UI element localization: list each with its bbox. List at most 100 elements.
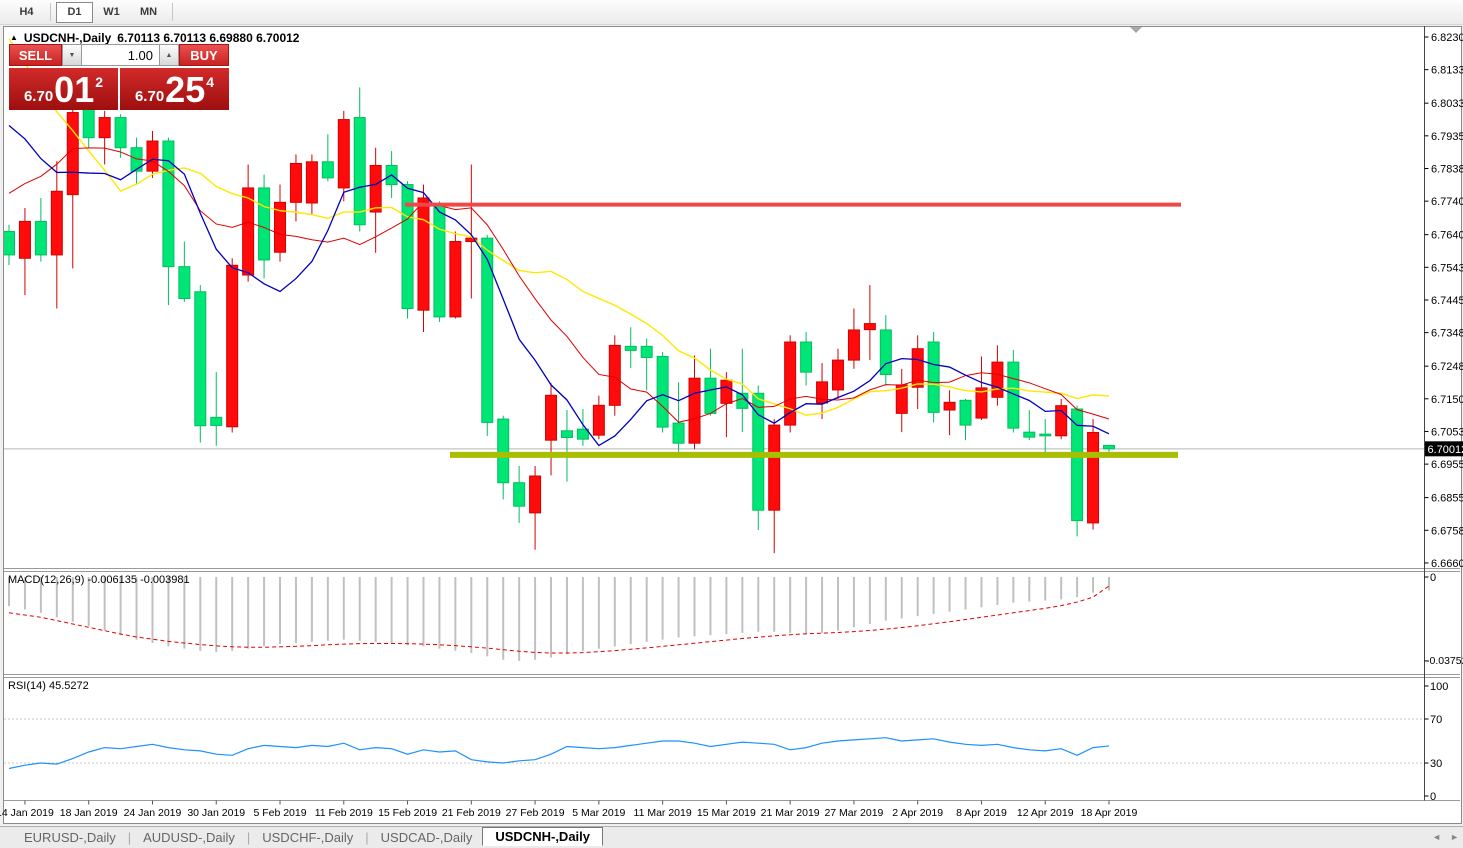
price-axis-label: 6.72480 <box>1431 361 1463 373</box>
autoscroll-marker-icon <box>1130 27 1142 33</box>
date-axis-label: 30 Jan 2019 <box>187 807 245 819</box>
rsi-axis-label: 100 <box>1430 681 1448 693</box>
price-axis-label: 6.73480 <box>1431 328 1463 340</box>
tab-scroll-controls: ◄ ► <box>1432 832 1459 842</box>
candle-body <box>1102 444 1115 450</box>
price-axis-label: 6.81330 <box>1431 65 1463 77</box>
candle-body <box>114 117 127 149</box>
price-axis-label: 6.77405 <box>1431 196 1463 208</box>
tab-usdcad-daily[interactable]: USDCAD-,Daily <box>380 830 473 845</box>
sell-price-panel[interactable]: 6.70 01 2 <box>9 68 118 110</box>
candle-body <box>831 359 844 391</box>
candle-body <box>863 323 876 331</box>
price-axis-label: 6.70530 <box>1431 426 1463 438</box>
ma-slow-yellow-line <box>8 38 1110 416</box>
candle-body <box>1055 405 1068 437</box>
current-price-label: 6.70012 <box>1428 444 1463 456</box>
volume-input[interactable]: 1.00 <box>82 44 159 66</box>
volume-decrease-button[interactable]: ▼ <box>62 44 82 66</box>
candle-body <box>624 345 637 351</box>
candle-body <box>258 187 271 261</box>
candle-body <box>226 264 239 428</box>
tab-usdchf-daily[interactable]: USDCHF-,Daily <box>262 830 354 845</box>
candle-body <box>353 117 366 226</box>
candle-body <box>991 361 1004 398</box>
date-axis-label: 2 Apr 2019 <box>892 807 943 819</box>
candle-body <box>879 329 892 376</box>
tab-usdcnh-daily[interactable]: USDCNH-,Daily <box>482 827 603 846</box>
candle-body <box>800 341 813 373</box>
candle-body <box>146 140 159 172</box>
tab-eurusd-daily[interactable]: EURUSD-,Daily <box>24 830 116 845</box>
symbol-collapse-icon[interactable]: ▲ <box>10 32 18 42</box>
candle-body <box>640 345 653 358</box>
spinner-up-icon: ▲ <box>165 51 173 59</box>
rsi-line <box>8 737 1110 770</box>
date-axis-label: 12 Apr 2019 <box>1017 807 1074 819</box>
candle-body <box>401 184 414 310</box>
candle-body <box>242 187 255 276</box>
price-axis-label: 6.76405 <box>1431 230 1463 242</box>
candle-body <box>847 329 860 361</box>
candle-body <box>513 482 526 507</box>
candle-body <box>98 117 111 139</box>
tab-separator: | <box>127 830 132 845</box>
candle-body <box>210 416 223 426</box>
candle-body <box>911 348 924 388</box>
candle-body <box>592 404 605 436</box>
timeframe-h4-button[interactable]: H4 <box>19 6 34 18</box>
candle-body <box>720 379 733 404</box>
date-axis-label: 27 Feb 2019 <box>506 807 565 819</box>
tab-scroll-right-icon[interactable]: ► <box>1450 832 1459 842</box>
date-axis-label: 15 Feb 2019 <box>378 807 437 819</box>
buy-price-panel[interactable]: 6.70 25 4 <box>120 68 229 110</box>
candle-body <box>529 475 542 514</box>
candle-body <box>50 190 63 256</box>
candle-body <box>656 355 669 428</box>
price-axis-label: 6.75430 <box>1431 262 1463 274</box>
tab-audusd-daily[interactable]: AUDUSD-,Daily <box>143 830 235 845</box>
buy-price-point: 4 <box>206 74 215 90</box>
chart-symbol-label: USDCNH-,Daily <box>23 31 112 45</box>
buy-button[interactable]: BUY <box>179 44 229 66</box>
timeframe-d1-button[interactable]: D1 <box>56 1 93 23</box>
sell-price-pips: 01 <box>54 69 95 110</box>
candle-body <box>337 119 350 189</box>
date-axis-label: 24 Jan 2019 <box>124 807 182 819</box>
candle-body <box>704 377 717 414</box>
sell-price-prefix: 6.70 <box>23 88 54 105</box>
candle-body <box>4 230 15 256</box>
volume-increase-button[interactable]: ▲ <box>159 44 179 66</box>
candle-body <box>672 422 685 444</box>
candle-body <box>784 341 797 426</box>
candle-body <box>752 392 765 511</box>
price-axis-label: 6.66605 <box>1431 558 1463 570</box>
candle-body <box>178 266 191 299</box>
price-axis-label: 6.82305 <box>1431 32 1463 44</box>
toolbar-separator <box>50 3 51 21</box>
date-axis-label: 11 Feb 2019 <box>315 807 373 819</box>
sell-button[interactable]: SELL <box>9 44 62 66</box>
tab-scroll-left-icon[interactable]: ◄ <box>1432 832 1442 842</box>
chart-title: ▲ USDCNH-,Daily 6.70113 6.70113 6.69880 … <box>10 31 299 45</box>
candle-body <box>927 341 940 413</box>
candle-body <box>34 220 47 256</box>
timeframe-mn-button[interactable]: MN <box>139 6 158 18</box>
date-axis-label: 21 Feb 2019 <box>442 807 501 819</box>
candle-body <box>959 399 972 426</box>
date-axis-label: 5 Mar 2019 <box>572 807 625 819</box>
candle-body <box>576 428 589 440</box>
candle-body <box>1087 431 1100 524</box>
candle-body <box>1007 361 1020 429</box>
tab-separator: | <box>365 830 369 845</box>
toolbar-separator <box>172 3 173 21</box>
candle-body <box>1023 431 1036 438</box>
price-axis-label: 6.69555 <box>1431 459 1463 471</box>
candle-body <box>608 344 621 406</box>
timeframe-w1-button[interactable]: W1 <box>103 6 120 18</box>
candle-body <box>1039 433 1052 437</box>
price-axis-label: 6.68555 <box>1431 493 1463 505</box>
candle-body <box>449 241 462 318</box>
candle-body <box>975 387 988 419</box>
